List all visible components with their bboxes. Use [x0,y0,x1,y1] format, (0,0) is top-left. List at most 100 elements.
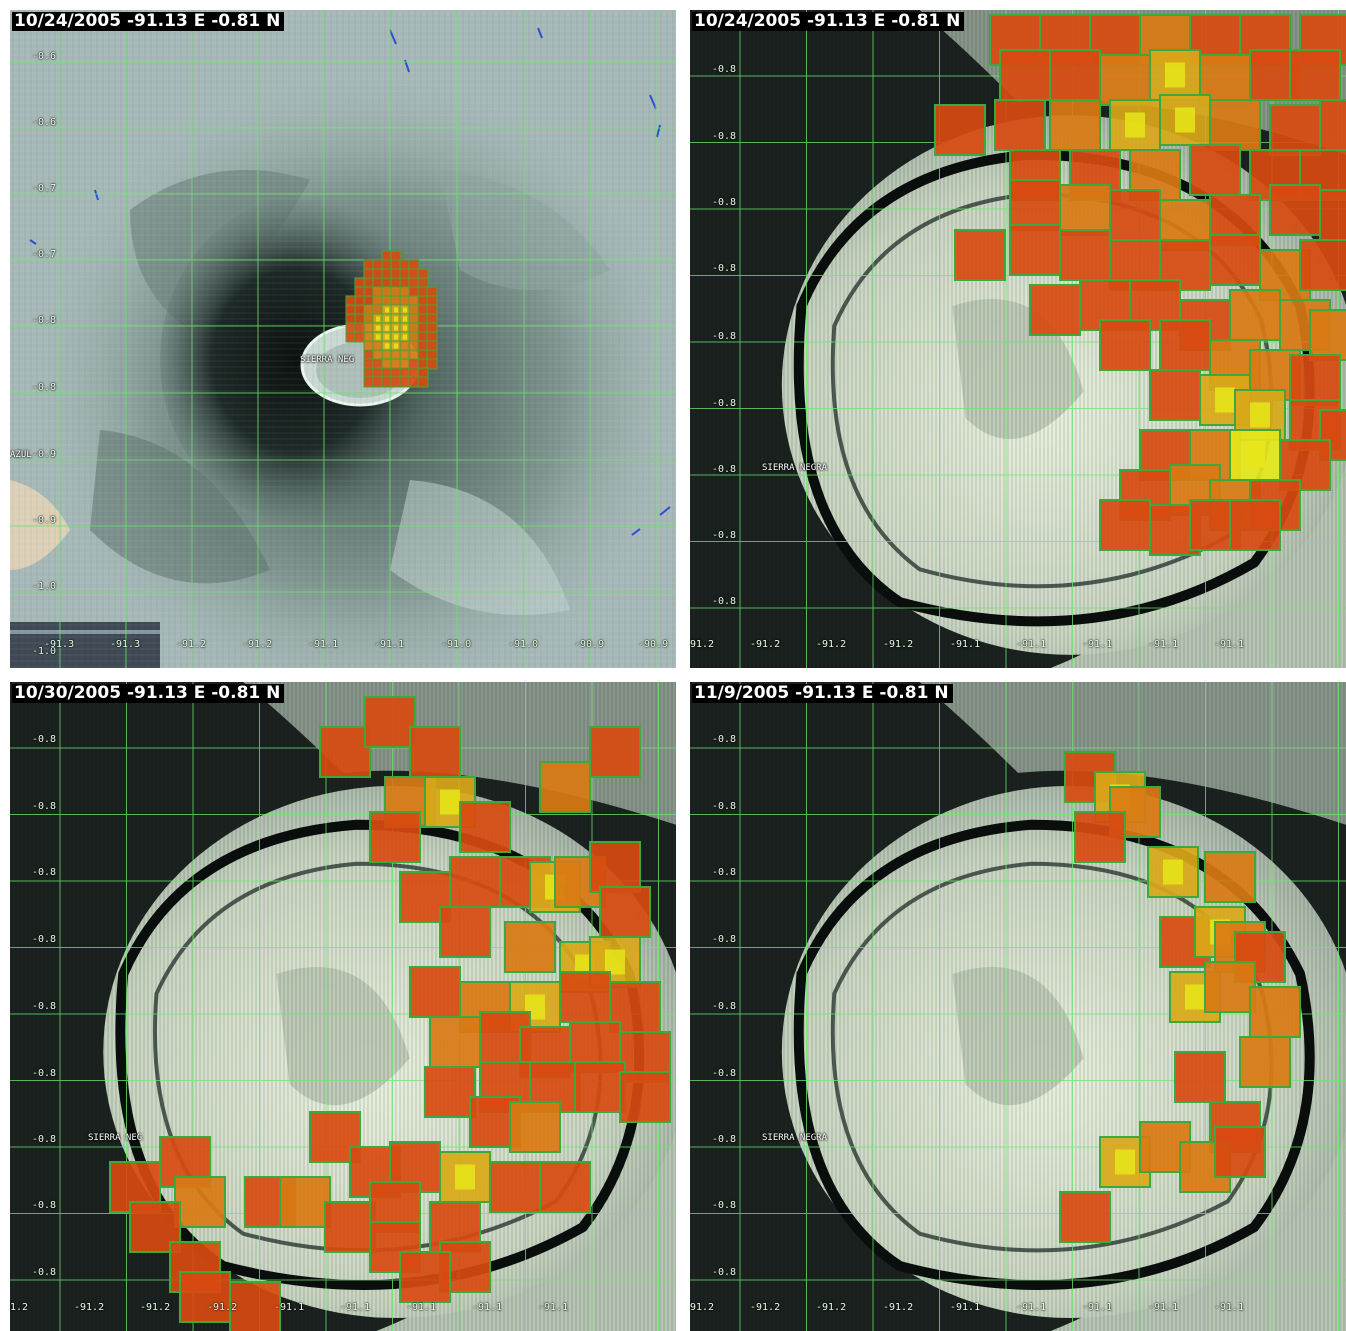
map-panel-zoom-2005-10-24: 10/24/2005 -91.13 E -0.81 N -0.8 -0.8 -0… [690,10,1346,668]
thermal-alert-hotspot [403,325,407,331]
thermal-alert-hotspot [394,325,398,331]
latitude-label: -0.8 [32,1134,57,1145]
longitude-label: -91.1 [950,1302,981,1313]
latitude-label: -0.9 [32,449,57,460]
latitude-label: -0.8 [32,1068,57,1079]
longitude-label: -91.2 [176,639,207,650]
longitude-label: -91.1 [1016,1302,1047,1313]
longitude-label: -91.2 [140,1302,171,1313]
longitude-label: -91.1 [1214,1302,1245,1313]
thermal-alert-pixel [449,856,501,908]
thermal-alert-hotspot [376,325,380,331]
thermal-alert-pixel [369,811,421,863]
longitude-label: -91.2 [74,1302,105,1313]
thermal-alert-pixel [1159,319,1211,371]
latitude-label: -0.8 [712,263,737,274]
thermal-alert-hotspot [403,316,407,322]
latitude-label: -0.8 [32,934,57,945]
thermal-alert-pixel [426,358,438,370]
thermal-alert-pixel [1174,1051,1226,1103]
thermal-alert-pixel [994,99,1046,151]
thermal-alert-pixel [1204,851,1256,903]
latitude-label: -0.7 [32,183,57,194]
longitude-label: -91.2 [750,639,781,650]
thermal-alert-hotspot [1115,1149,1135,1175]
thermal-alert-pixel [1299,239,1346,291]
longitude-label: 91.2 [690,639,715,650]
thermal-alert-hotspot [385,343,389,349]
longitude-label: -91.1 [1214,639,1245,650]
thermal-alert-pixel [409,726,461,778]
thermal-alert-pixel [539,761,591,813]
date-coordinate-stamp: 11/9/2005 -91.13 E -0.81 N [692,684,953,703]
thermal-alert-hotspot [394,307,398,313]
thermal-alert-pixel [279,1176,331,1228]
longitude-label: -91.1 [950,639,981,650]
place-label-sierra-negra: SIERRA NEG [88,1133,143,1143]
place-label-sierra-negra: SIERRA NEGRA [762,463,828,473]
latitude-label: -0.8 [32,801,57,812]
latitude-label: -0.8 [32,315,57,326]
latitude-label: -0.8 [712,1200,737,1211]
thermal-alert-pixel [1059,229,1111,281]
latitude-label: -0.8 [712,131,737,142]
longitude-label: -91.1 [406,1302,437,1313]
thermal-alert-hotspot [1185,984,1205,1010]
longitude-label: -91.1 [340,1302,371,1313]
latitude-label: -0.8 [712,1134,737,1145]
thermal-alert-pixel [1319,189,1346,241]
thermal-alert-pixel [364,696,416,748]
longitude-label: -91.2 [816,639,847,650]
latitude-label: -0.8 [712,734,737,745]
thermal-alert-pixel [399,1251,451,1303]
longitude-label: -91.2 [883,639,914,650]
longitude-label: -90.9 [574,639,605,650]
thermal-alert-pixel [489,1161,541,1213]
thermal-alert-pixel [324,1201,376,1253]
thermal-alert-pixel [1074,811,1126,863]
longitude-label: -91.3 [110,639,141,650]
latitude-label: -0.8 [712,1068,737,1079]
thermal-alert-pixel [1269,104,1321,156]
thermal-alert-layer [345,250,438,388]
thermal-alert-pixel [954,229,1006,281]
thermal-alert-pixel [999,49,1051,101]
thermal-alert-pixel [1009,224,1061,276]
longitude-label: -91.1 [374,639,405,650]
thermal-alert-hotspot [1245,442,1265,468]
latitude-label: -0.8 [712,331,737,342]
thermal-alert-hotspot [394,334,398,340]
thermal-alert-hotspot [455,1164,475,1190]
date-coordinate-stamp: 10/24/2005 -91.13 E -0.81 N [692,12,965,31]
thermal-alert-pixel [429,1016,481,1068]
thermal-alert-pixel [1289,49,1341,101]
thermal-alert-hotspot [385,334,389,340]
thermal-alert-pixel [1239,1036,1291,1088]
thermal-alert-pixel [1029,284,1081,336]
longitude-label: -91.3 [44,639,75,650]
place-label-azul: AZUL [10,450,32,460]
thermal-alert-pixel [1269,184,1321,236]
thermal-alert-hotspot [440,789,460,815]
thermal-alert-pixel [1059,184,1111,236]
longitude-label: -91.2 [750,1302,781,1313]
thermal-alert-pixel [1319,99,1346,151]
thermal-alert-hotspot [376,334,380,340]
longitude-label: -91.1 [308,639,339,650]
thermal-alert-pixel [1289,354,1341,406]
thermal-alert-hotspot [385,307,389,313]
latitude-label: -0.8 [712,464,737,475]
latitude-label: -1.0 [32,646,57,657]
thermal-alert-layer [934,14,1346,556]
latitude-label: -0.9 [32,515,57,526]
thermal-alert-pixel [1204,961,1256,1013]
thermal-alert-pixel [1099,54,1151,106]
latitude-label: -0.8 [32,867,57,878]
latitude-label: -0.7 [32,249,57,260]
thermal-alert-pixel [539,1161,591,1213]
thermal-alert-pixel [179,1271,231,1323]
longitude-label: 91.2 [690,1302,715,1313]
thermal-alert-pixel [559,971,611,1023]
thermal-alert-layer [109,696,671,1331]
thermal-alert-hotspot [394,316,398,322]
